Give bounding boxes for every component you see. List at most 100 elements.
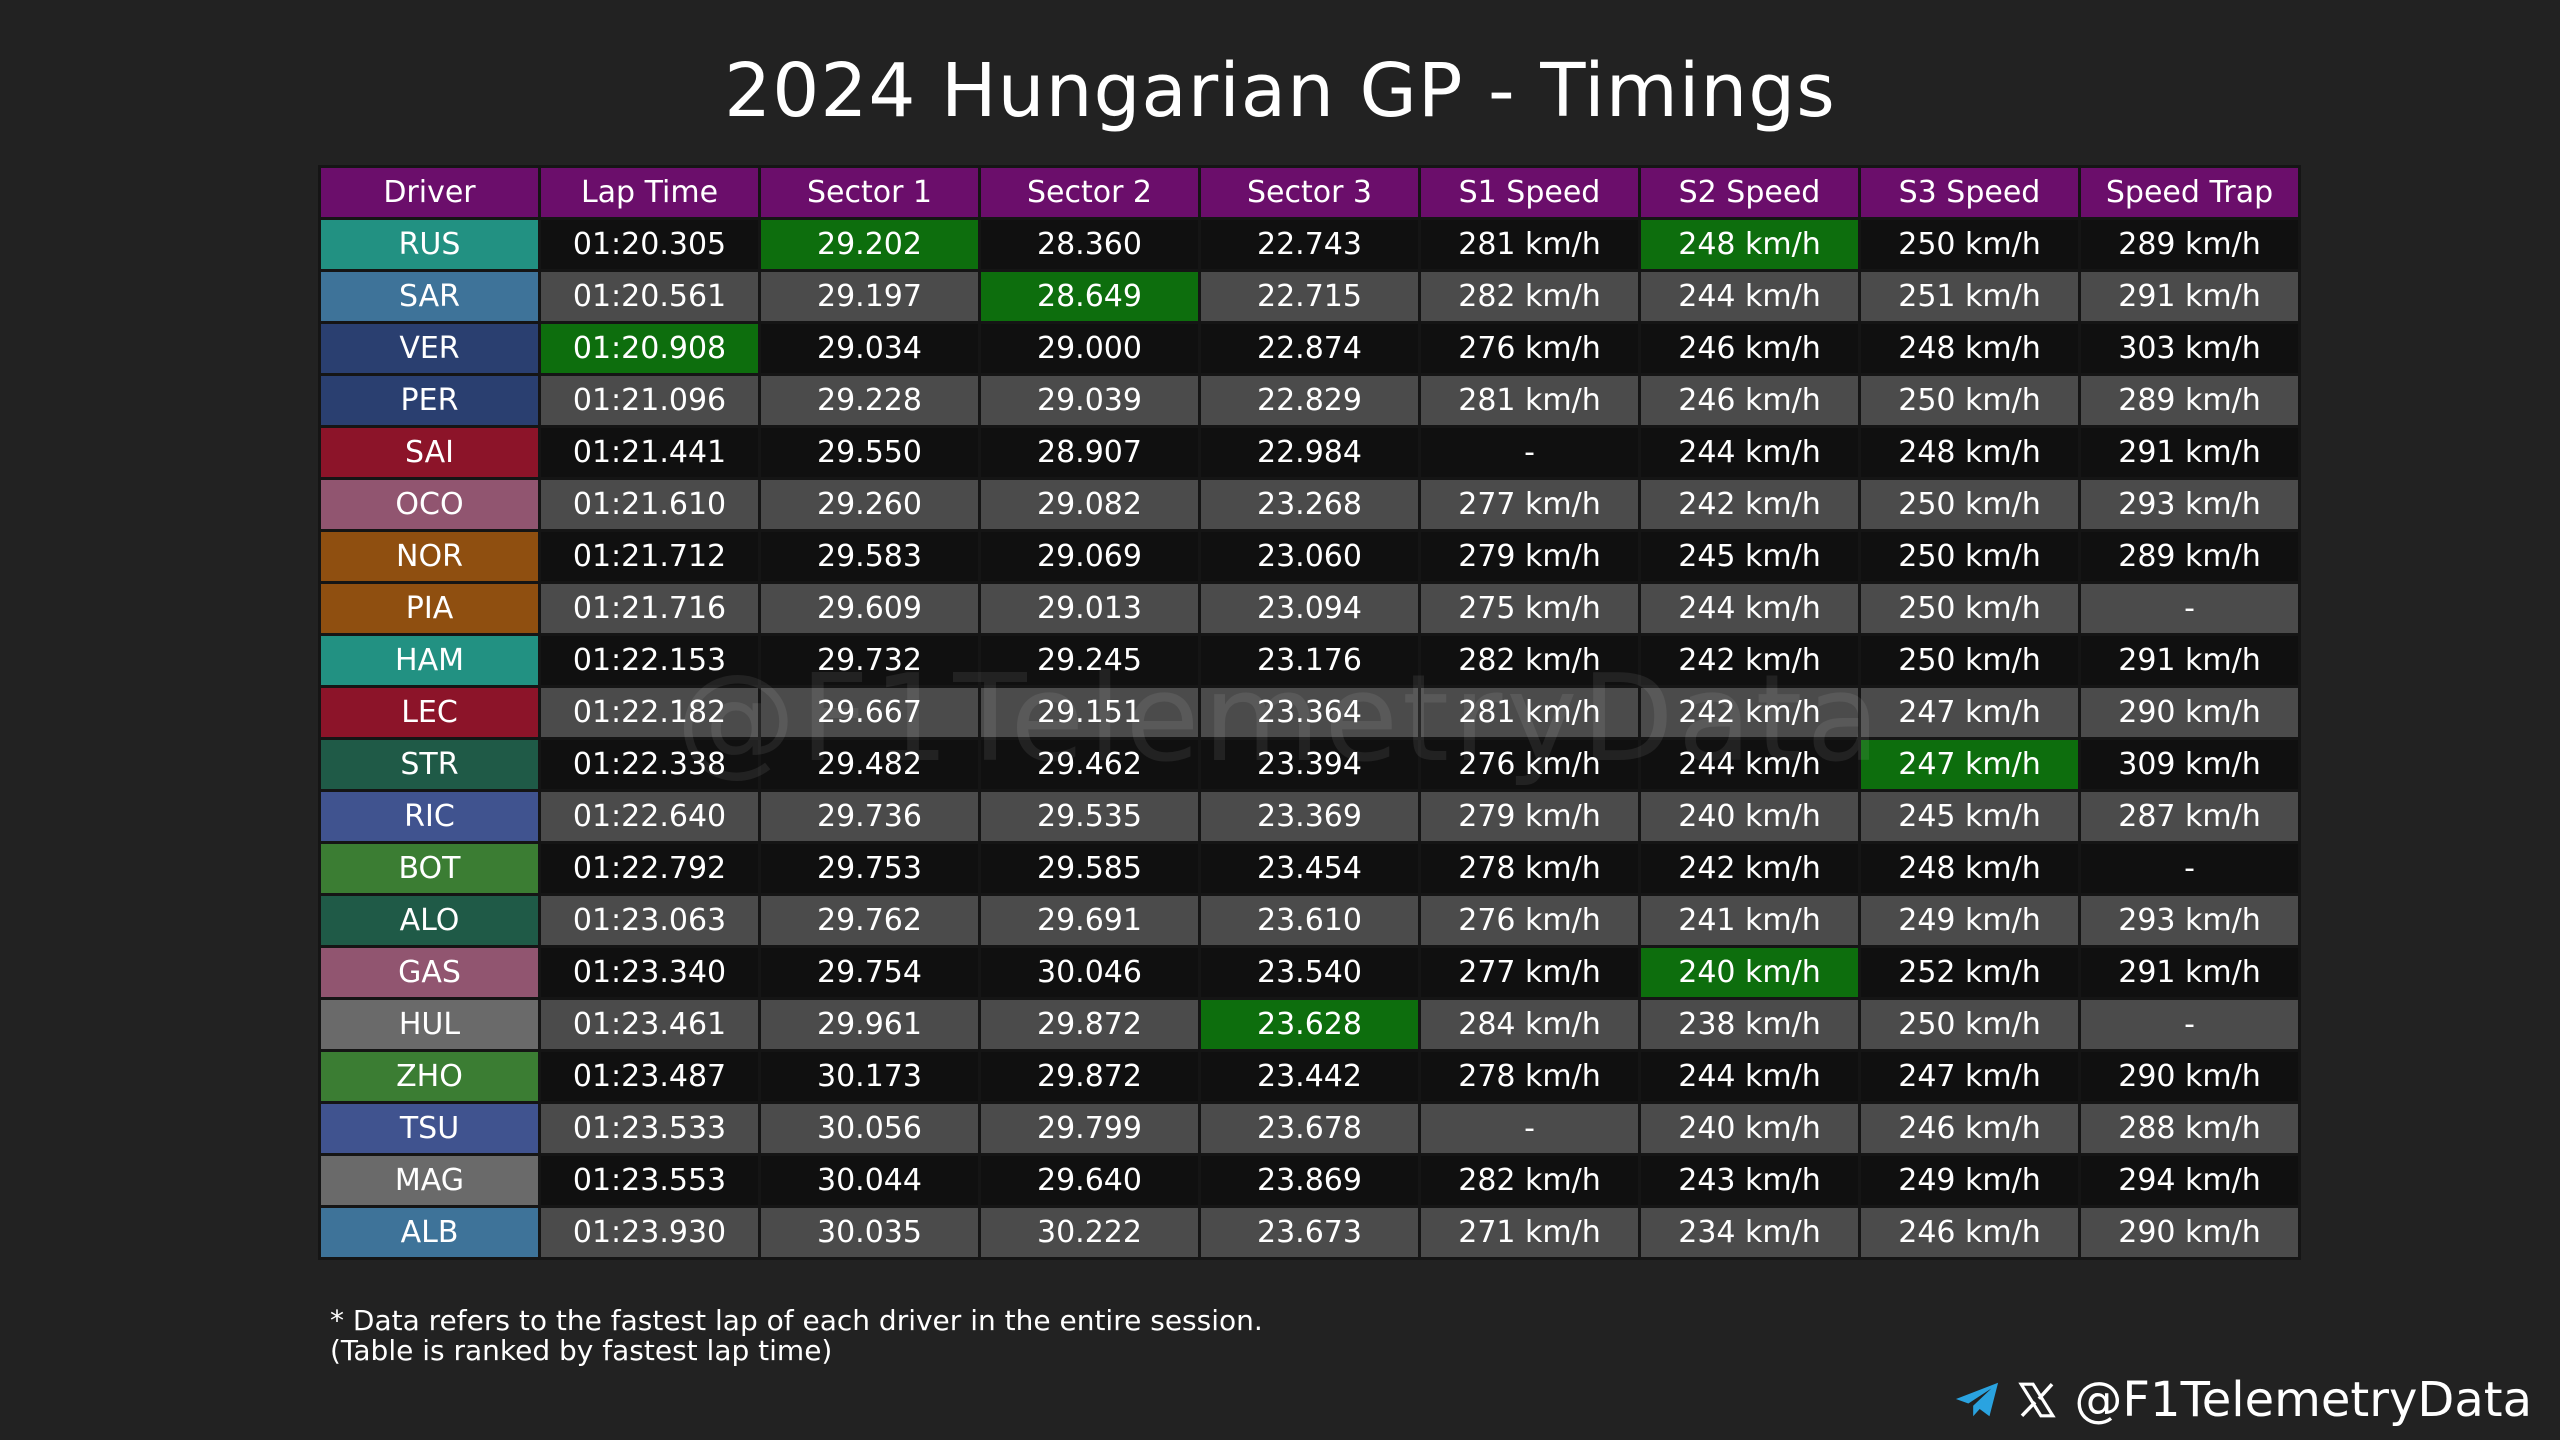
social-footer: @F1TelemetryData bbox=[1954, 1372, 2532, 1428]
data-cell: - bbox=[1418, 425, 1641, 480]
data-cell: 01:20.908 bbox=[538, 321, 761, 376]
data-cell: 22.984 bbox=[1198, 425, 1421, 480]
data-cell: 01:23.553 bbox=[538, 1153, 761, 1208]
data-cell: 252 km/h bbox=[1858, 945, 2081, 1000]
table-body: RUS 01:20.305 29.202 28.360 22.743 281 km/h 24… bbox=[318, 217, 2301, 1260]
data-cell: 234 km/h bbox=[1638, 1205, 1861, 1260]
data-cell: 29.013 bbox=[978, 581, 1201, 636]
data-cell: 250 km/h bbox=[1858, 477, 2081, 532]
data-cell: 29.799 bbox=[978, 1101, 1201, 1156]
data-cell: 29.462 bbox=[978, 737, 1201, 792]
data-cell: 244 km/h bbox=[1638, 581, 1861, 636]
driver-cell: LEC bbox=[318, 685, 541, 740]
data-cell: 240 km/h bbox=[1638, 789, 1861, 844]
data-cell: 248 km/h bbox=[1858, 425, 2081, 480]
data-cell: 30.222 bbox=[978, 1205, 1201, 1260]
driver-cell: ALB bbox=[318, 1205, 541, 1260]
data-cell: 23.394 bbox=[1198, 737, 1421, 792]
data-cell: 276 km/h bbox=[1418, 737, 1641, 792]
data-cell: 30.044 bbox=[758, 1153, 981, 1208]
data-cell: 29.583 bbox=[758, 529, 981, 584]
data-cell: 29.069 bbox=[978, 529, 1201, 584]
data-cell: 293 km/h bbox=[2078, 893, 2301, 948]
table-row: PER 01:21.096 29.228 29.039 22.829 281 km/h 24… bbox=[318, 373, 2301, 428]
driver-cell: PIA bbox=[318, 581, 541, 636]
footnote-1: * Data refers to the fastest lap of each… bbox=[330, 1304, 1263, 1337]
table-row: STR 01:22.338 29.482 29.462 23.394 276 km/h 24… bbox=[318, 737, 2301, 792]
table-row: ALO 01:23.063 29.762 29.691 23.610 276 km/h 24… bbox=[318, 893, 2301, 948]
table-row: ZHO 01:23.487 30.173 29.872 23.442 278 km/h 24… bbox=[318, 1049, 2301, 1104]
data-cell: 23.678 bbox=[1198, 1101, 1421, 1156]
table-row: MAG 01:23.553 30.044 29.640 23.869 282 km/h 24… bbox=[318, 1153, 2301, 1208]
data-cell: 29.535 bbox=[978, 789, 1201, 844]
data-cell: 238 km/h bbox=[1638, 997, 1861, 1052]
data-cell: 282 km/h bbox=[1418, 633, 1641, 688]
data-cell: 278 km/h bbox=[1418, 1049, 1641, 1104]
data-cell: 29.000 bbox=[978, 321, 1201, 376]
data-cell: 291 km/h bbox=[2078, 633, 2301, 688]
data-cell: 29.260 bbox=[758, 477, 981, 532]
data-cell: 248 km/h bbox=[1638, 217, 1861, 272]
data-cell: 271 km/h bbox=[1418, 1205, 1641, 1260]
data-cell: 29.691 bbox=[978, 893, 1201, 948]
data-cell: 291 km/h bbox=[2078, 425, 2301, 480]
data-cell: 30.173 bbox=[758, 1049, 981, 1104]
data-cell: 290 km/h bbox=[2078, 1205, 2301, 1260]
data-cell: 290 km/h bbox=[2078, 1049, 2301, 1104]
data-cell: 23.369 bbox=[1198, 789, 1421, 844]
data-cell: 250 km/h bbox=[1858, 373, 2081, 428]
data-cell: 29.609 bbox=[758, 581, 981, 636]
data-cell: 30.035 bbox=[758, 1205, 981, 1260]
data-cell: 23.176 bbox=[1198, 633, 1421, 688]
data-cell: 303 km/h bbox=[2078, 321, 2301, 376]
data-cell: 278 km/h bbox=[1418, 841, 1641, 896]
data-cell: 29.039 bbox=[978, 373, 1201, 428]
page-title: 2024 Hungarian GP - Timings bbox=[724, 48, 1836, 134]
telegram-icon bbox=[1956, 1382, 1999, 1417]
data-cell: 29.550 bbox=[758, 425, 981, 480]
data-cell: 01:22.792 bbox=[538, 841, 761, 896]
data-cell: 29.482 bbox=[758, 737, 981, 792]
data-cell: 23.060 bbox=[1198, 529, 1421, 584]
data-cell: 247 km/h bbox=[1858, 1049, 2081, 1104]
data-cell: 29.640 bbox=[978, 1153, 1201, 1208]
data-cell: 29.961 bbox=[758, 997, 981, 1052]
data-cell: 248 km/h bbox=[1858, 841, 2081, 896]
table-row: RUS 01:20.305 29.202 28.360 22.743 281 km/h 24… bbox=[318, 217, 2301, 272]
data-cell: 22.829 bbox=[1198, 373, 1421, 428]
data-cell: 242 km/h bbox=[1638, 477, 1861, 532]
data-cell: 01:22.640 bbox=[538, 789, 761, 844]
data-cell: 277 km/h bbox=[1418, 945, 1641, 1000]
data-cell: 282 km/h bbox=[1418, 269, 1641, 324]
data-cell: 29.762 bbox=[758, 893, 981, 948]
table-row: OCO 01:21.610 29.260 29.082 23.268 277 km/h 24… bbox=[318, 477, 2301, 532]
data-cell: 23.673 bbox=[1198, 1205, 1421, 1260]
data-cell: 29.082 bbox=[978, 477, 1201, 532]
data-cell: 289 km/h bbox=[2078, 529, 2301, 584]
data-cell: 275 km/h bbox=[1418, 581, 1641, 636]
driver-cell: HUL bbox=[318, 997, 541, 1052]
data-cell: 23.268 bbox=[1198, 477, 1421, 532]
data-cell: 289 km/h bbox=[2078, 217, 2301, 272]
data-cell: 281 km/h bbox=[1418, 373, 1641, 428]
data-cell: 23.540 bbox=[1198, 945, 1421, 1000]
data-cell: 28.649 bbox=[978, 269, 1201, 324]
data-cell: 29.151 bbox=[978, 685, 1201, 740]
data-cell: 29.245 bbox=[978, 633, 1201, 688]
data-cell: 29.732 bbox=[758, 633, 981, 688]
data-cell: 23.869 bbox=[1198, 1153, 1421, 1208]
data-cell: 281 km/h bbox=[1418, 685, 1641, 740]
x-logo-icon bbox=[2018, 1382, 2057, 1418]
driver-cell: ZHO bbox=[318, 1049, 541, 1104]
data-cell: 23.610 bbox=[1198, 893, 1421, 948]
data-cell: 23.364 bbox=[1198, 685, 1421, 740]
data-cell: 279 km/h bbox=[1418, 789, 1641, 844]
driver-cell: SAI bbox=[318, 425, 541, 480]
data-cell: 248 km/h bbox=[1858, 321, 2081, 376]
table-row: PIA 01:21.716 29.609 29.013 23.094 275 km/h 24… bbox=[318, 581, 2301, 636]
data-cell: 251 km/h bbox=[1858, 269, 2081, 324]
data-cell: 309 km/h bbox=[2078, 737, 2301, 792]
driver-cell: RIC bbox=[318, 789, 541, 844]
data-cell: 29.228 bbox=[758, 373, 981, 428]
data-cell: 250 km/h bbox=[1858, 997, 2081, 1052]
